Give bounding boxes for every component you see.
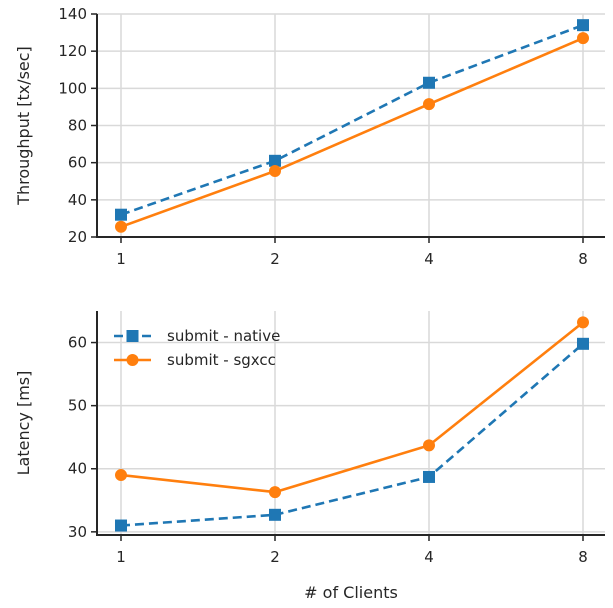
- series-line: [120, 36, 584, 229]
- legend-label: submit - sgxcc: [167, 351, 276, 369]
- data-point: [577, 19, 589, 32]
- y-tick-label: 60: [68, 154, 87, 172]
- y-tick-label: 140: [58, 5, 87, 23]
- data-point: [577, 32, 589, 45]
- x-tick-label: 1: [116, 250, 126, 268]
- data-point: [115, 220, 127, 233]
- series-sgxcc: [115, 316, 589, 499]
- series-native: [115, 19, 589, 221]
- x-tick-label: 1: [116, 548, 126, 566]
- y-tick-label: 40: [68, 460, 87, 478]
- data-point: [423, 470, 435, 483]
- data-point: [269, 508, 281, 521]
- y-tick-label: 40: [68, 191, 87, 209]
- y-tick-label: 120: [58, 42, 87, 60]
- y-axis-title: Latency [ms]: [14, 371, 33, 476]
- series-line: [120, 321, 584, 494]
- grid: [97, 13, 605, 238]
- x-tick-label: 8: [578, 250, 588, 268]
- legend-marker: [126, 330, 139, 342]
- data-point: [269, 486, 281, 499]
- data-point: [269, 165, 281, 178]
- series-line: [120, 342, 584, 527]
- series-line: [120, 23, 584, 216]
- y-tick-label: 50: [68, 397, 87, 415]
- throughput-chart: 20 40 60 80 100 120 140 1 2 4 8 Throughput [tx/sec]: [14, 5, 605, 268]
- x-tick-label: 2: [270, 250, 280, 268]
- y-axis-title: Throughput [tx/sec]: [14, 46, 33, 206]
- latency-chart: 30 40 50 60 1 2 4 8 Latency [ms] # of Clients subm…: [14, 311, 605, 602]
- data-point: [115, 208, 127, 221]
- data-point: [115, 519, 127, 532]
- data-point: [423, 439, 435, 452]
- legend-marker: [126, 354, 139, 366]
- series-sgxcc: [115, 32, 589, 233]
- data-point: [577, 337, 589, 350]
- x-tick-label: 2: [270, 548, 280, 566]
- y-tick-label: 100: [58, 79, 87, 97]
- data-point: [269, 154, 281, 167]
- data-point: [115, 469, 127, 482]
- x-tick-label: 4: [424, 250, 434, 268]
- data-point: [423, 76, 435, 89]
- y-tick-label: 30: [68, 523, 87, 541]
- y-tick-label: 80: [68, 117, 87, 135]
- data-point: [577, 316, 589, 329]
- series-native: [115, 337, 589, 532]
- x-axis-title: # of Clients: [304, 583, 398, 602]
- x-tick-label: 4: [424, 548, 434, 566]
- x-tick-label: 8: [578, 548, 588, 566]
- legend-label: submit - native: [167, 327, 280, 345]
- data-point: [423, 98, 435, 111]
- y-tick-label: 20: [68, 228, 87, 246]
- y-tick-label: 60: [68, 334, 87, 352]
- grid: [97, 311, 605, 535]
- legend: submit - native submit - sgxcc: [114, 327, 280, 369]
